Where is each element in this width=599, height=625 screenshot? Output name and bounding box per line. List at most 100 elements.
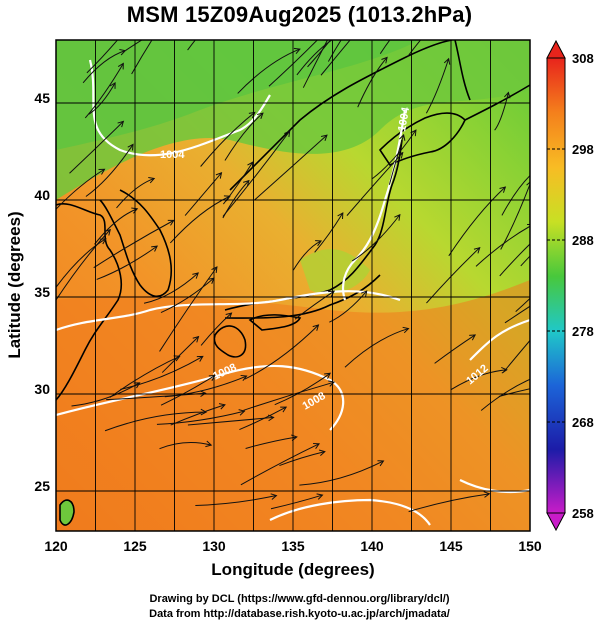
streamline-arrowhead	[504, 91, 511, 99]
streamline	[346, 152, 404, 216]
credit-data: Data from http://database.rish.kyoto-u.a…	[149, 608, 450, 620]
streamline	[450, 369, 507, 391]
streamline	[299, 460, 384, 486]
streamline-arrowhead	[318, 449, 326, 456]
streamline-arrowhead	[199, 390, 207, 397]
streamline	[240, 443, 320, 486]
x-tick-label: 130	[202, 538, 226, 554]
streamline	[434, 334, 476, 364]
chart-title: MSM 15Z09Aug2025 (1013.2hPa)	[126, 2, 473, 27]
streamline-arrowhead	[228, 0, 234, 1]
streamline-arrowhead	[344, 15, 349, 21]
plot-frame	[55, 39, 531, 532]
lat-lon-grid	[56, 40, 530, 531]
streamline-arrowhead	[402, 326, 410, 334]
streamline-arrowhead	[117, 62, 124, 70]
streamline-arrowhead	[394, 213, 401, 221]
streamline	[268, 40, 319, 87]
streamline-arrowhead	[151, 245, 158, 252]
streamline	[109, 355, 180, 398]
x-tick-label: 120	[44, 538, 68, 554]
streamline	[86, 40, 119, 74]
streamline-arrowhead	[337, 212, 344, 219]
streamline	[270, 494, 323, 510]
streamline-arrowhead	[315, 240, 323, 247]
streamline-arrowhead	[328, 380, 336, 387]
streamline-arrowhead	[243, 179, 250, 187]
streamline	[314, 212, 344, 253]
streamline	[254, 134, 328, 201]
streamline	[500, 182, 530, 250]
streamline	[515, 297, 530, 313]
streamline-arrowhead	[98, 168, 106, 175]
streamline	[244, 324, 319, 380]
streamline-arrowhead	[215, 171, 223, 179]
x-tick-label: 125	[123, 538, 147, 554]
streamline	[520, 255, 530, 267]
streamline-arrowhead	[362, 20, 368, 26]
y-tick-label: 30	[34, 381, 50, 397]
streamline-arrowhead	[568, 45, 574, 51]
streamline	[279, 451, 325, 467]
streamline-arrowhead	[192, 335, 200, 343]
streamline-arrowhead	[247, 161, 254, 169]
streamline	[96, 245, 158, 280]
streamline	[448, 186, 506, 257]
streamline-arrowhead	[316, 493, 324, 500]
streamline	[222, 161, 254, 205]
streamline	[327, 40, 342, 62]
y-axis-label: Latitude (degrees)	[5, 211, 24, 358]
streamline	[222, 130, 291, 217]
y-tick-label: 45	[34, 90, 50, 106]
streamline	[56, 229, 111, 301]
streamline	[56, 168, 105, 210]
colorbar: 308 298 288 278 268 258	[546, 39, 594, 532]
colorbar-tick-label: 258	[572, 506, 594, 521]
streamline-arrowhead	[256, 112, 264, 119]
streamline	[494, 92, 509, 131]
y-tick-label: 40	[34, 187, 50, 203]
streamline-arrowhead	[240, 374, 248, 382]
streamline	[160, 277, 215, 314]
credit-drawing: Drawing by DCL (https://www.gfd-dennou.o…	[149, 593, 450, 605]
streamline-arrowhead	[443, 57, 451, 65]
colorbar-tick-label: 268	[572, 415, 594, 430]
streamline-arrowhead	[358, 10, 364, 16]
streamline-arrowhead	[527, 224, 530, 230]
streamline	[104, 411, 207, 432]
streamline-arrowhead	[531, 170, 537, 176]
streamline-arrowhead	[284, 130, 291, 138]
streamline-arrowhead	[99, 238, 107, 245]
streamline-arrowhead	[499, 186, 507, 193]
streamline	[200, 112, 256, 167]
streamline-arrowhead	[377, 460, 385, 467]
streamline	[302, 40, 329, 88]
streamline-arrowhead	[167, 219, 175, 226]
streamline	[159, 266, 218, 352]
wind-streamlines	[56, 0, 596, 513]
streamline	[239, 406, 287, 431]
streamline-arrowhead	[148, 177, 156, 184]
x-tick-label: 135	[281, 538, 305, 554]
streamline	[169, 195, 231, 244]
streamline	[159, 442, 212, 450]
streamline-arrowhead	[320, 134, 328, 141]
streamline	[292, 240, 322, 271]
streamline-arrowhead	[410, 129, 417, 137]
streamline-arrowhead	[211, 266, 218, 274]
streamline-arrowhead	[536, 385, 542, 391]
streamline	[161, 336, 199, 373]
streamline	[426, 247, 481, 304]
streamline	[245, 436, 297, 449]
streamline-arrowhead	[119, 48, 127, 56]
streamline	[344, 328, 409, 368]
streamline-arrowhead	[590, 200, 596, 205]
streamline-arrowhead	[381, 56, 388, 64]
streamline	[184, 172, 222, 216]
x-axis-label: Longitude (degrees)	[211, 560, 374, 579]
streamline	[224, 112, 264, 161]
streamline	[498, 388, 530, 397]
streamline-arrowhead	[537, 298, 543, 303]
streamline-arrowhead	[191, 7, 197, 12]
